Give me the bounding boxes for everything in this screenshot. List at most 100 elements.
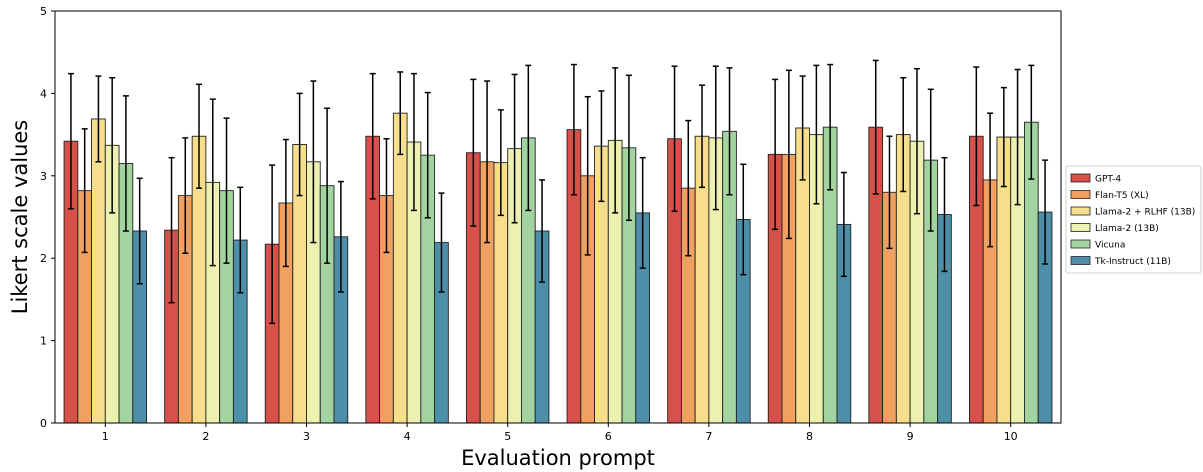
legend-item: GPT-4 [1070,173,1121,185]
error-bar-flan-t5-xl--7 [685,119,692,257]
bar-llama-2-rlhf-13b--4 [392,112,408,424]
error-bar-gpt-4-3 [269,164,276,325]
error-bar-llama-2-13b--5 [511,73,518,224]
error-bar-llama-2-rlhf-13b--1 [95,75,102,163]
error-bar-llama-2-rlhf-13b--7 [699,84,706,189]
error-bar-llama-2-13b--6 [612,67,619,214]
error-bar-llama-2-rlhf-13b--5 [497,109,504,217]
legend-swatch [1070,223,1091,232]
error-bar-vicuna-7 [726,67,733,196]
x-tick-label: 2 [202,430,209,443]
y-tick-label: 2 [40,252,47,265]
legend-item: Llama-2 (13B) [1070,223,1159,234]
legend-item: Tk-Instruct (11B) [1070,256,1171,267]
error-bar-llama-2-rlhf-13b--8 [799,75,806,181]
error-bar-flan-t5-xl--10 [987,112,994,248]
error-bar-llama-2-rlhf-13b--3 [296,92,303,197]
error-bar-llama-2-13b--7 [712,65,719,211]
legend-label: Vicuna [1095,241,1125,251]
error-bar-llama-2-13b--4 [410,72,417,212]
error-bar-gpt-4-7 [671,65,678,212]
error-bar-vicuna-6 [625,74,632,222]
legend-swatch [1070,173,1091,183]
error-bar-vicuna-9 [927,88,934,232]
legend-swatch [1070,190,1091,199]
legend-label: Flan-T5 (XL) [1095,191,1149,201]
error-bar-llama-2-13b--10 [1014,68,1021,206]
legend-label: Llama-2 + RLHF (13B) [1095,208,1195,218]
bar-llama-2-rlhf-13b--1 [91,118,106,424]
y-tick-label: 5 [40,5,47,18]
error-bar-gpt-4-4 [369,72,376,200]
error-bar-tk-instruct-11b--4 [438,192,445,293]
legend-swatch [1070,256,1091,265]
x-tick-label: 1 [102,430,109,443]
error-bar-llama-2-rlhf-13b--2 [196,83,203,189]
error-bar-vicuna-3 [324,107,331,264]
y-tick-label: 0 [40,417,47,430]
y-tick-label: 3 [40,170,47,183]
legend-item: Flan-T5 (XL) [1070,190,1149,201]
error-bar-flan-t5-xl--1 [81,128,88,254]
error-bar-llama-2-13b--3 [310,80,317,244]
error-bar-gpt-4-9 [872,59,879,195]
y-tick-label: 4 [40,87,47,100]
error-bar-gpt-4-10 [973,66,980,207]
error-bar-flan-t5-xl--2 [182,137,189,255]
legend-swatch [1070,206,1091,216]
plot-frame [54,10,1062,424]
error-bar-flan-t5-xl--8 [785,69,792,240]
error-bar-llama-2-rlhf-13b--10 [1000,86,1007,188]
x-tick-label: 7 [705,430,712,443]
error-bar-gpt-4-1 [67,72,74,210]
error-bar-vicuna-1 [122,95,129,232]
error-bars-layer [67,59,1049,325]
legend-item: Vicuna [1070,239,1125,251]
error-bar-gpt-4-5 [470,78,477,227]
y-axis-label: Likert scale values [8,120,32,315]
error-bar-vicuna-2 [223,117,230,264]
error-bar-llama-2-13b--8 [813,64,820,205]
error-bar-gpt-4-8 [772,78,779,231]
error-bar-vicuna-4 [424,91,431,219]
x-tick-label: 8 [806,430,813,443]
x-tick-label: 9 [907,430,914,443]
error-bar-vicuna-10 [1028,64,1035,180]
error-bar-llama-2-13b--1 [109,76,116,214]
legend-swatch [1070,239,1091,249]
error-bar-tk-instruct-11b--9 [941,156,948,273]
ticks-layer: 0 1 2 3 4 5 1 2 3 4 5 6 7 8 9 10 [40,5,1018,443]
x-axis-label: Evaluation prompt [461,446,655,470]
legend-label: Llama-2 (13B) [1095,224,1159,234]
error-bar-flan-t5-xl--5 [484,80,491,244]
error-bar-gpt-4-2 [168,156,175,304]
error-bar-gpt-4-6 [570,63,577,196]
error-bar-tk-instruct-11b--1 [136,177,143,285]
legend: GPT-4 Flan-T5 (XL) Llama-2 + RLHF (13B) Lla… [1065,165,1202,274]
x-tick-label: 10 [1004,430,1018,443]
error-bar-llama-2-rlhf-13b--4 [397,71,404,156]
legend-label: Tk-Instruct (11B) [1094,257,1171,267]
error-bar-tk-instruct-11b--6 [639,156,646,269]
error-bar-flan-t5-xl--3 [282,138,289,268]
error-bar-tk-instruct-11b--10 [1042,159,1049,265]
legend-label: GPT-4 [1095,175,1121,185]
error-bar-vicuna-5 [525,64,532,212]
error-bar-tk-instruct-11b--2 [237,186,244,294]
error-bar-llama-2-rlhf-13b--9 [900,76,907,193]
error-bar-tk-instruct-11b--3 [337,180,344,293]
error-bar-tk-instruct-11b--8 [840,171,847,278]
error-bar-llama-2-13b--2 [209,98,216,267]
x-tick-label: 6 [605,430,612,443]
error-bar-flan-t5-xl--4 [383,137,390,254]
error-bar-llama-2-13b--9 [913,67,920,215]
error-bar-llama-2-rlhf-13b--6 [598,90,605,203]
x-tick-label: 4 [404,430,411,443]
error-bar-flan-t5-xl--9 [886,135,893,250]
x-tick-label: 5 [504,430,511,443]
y-tick-label: 1 [40,335,47,348]
legend-item: Llama-2 + RLHF (13B) [1070,206,1195,218]
x-tick-label: 3 [303,430,310,443]
error-bar-tk-instruct-11b--7 [740,163,747,276]
